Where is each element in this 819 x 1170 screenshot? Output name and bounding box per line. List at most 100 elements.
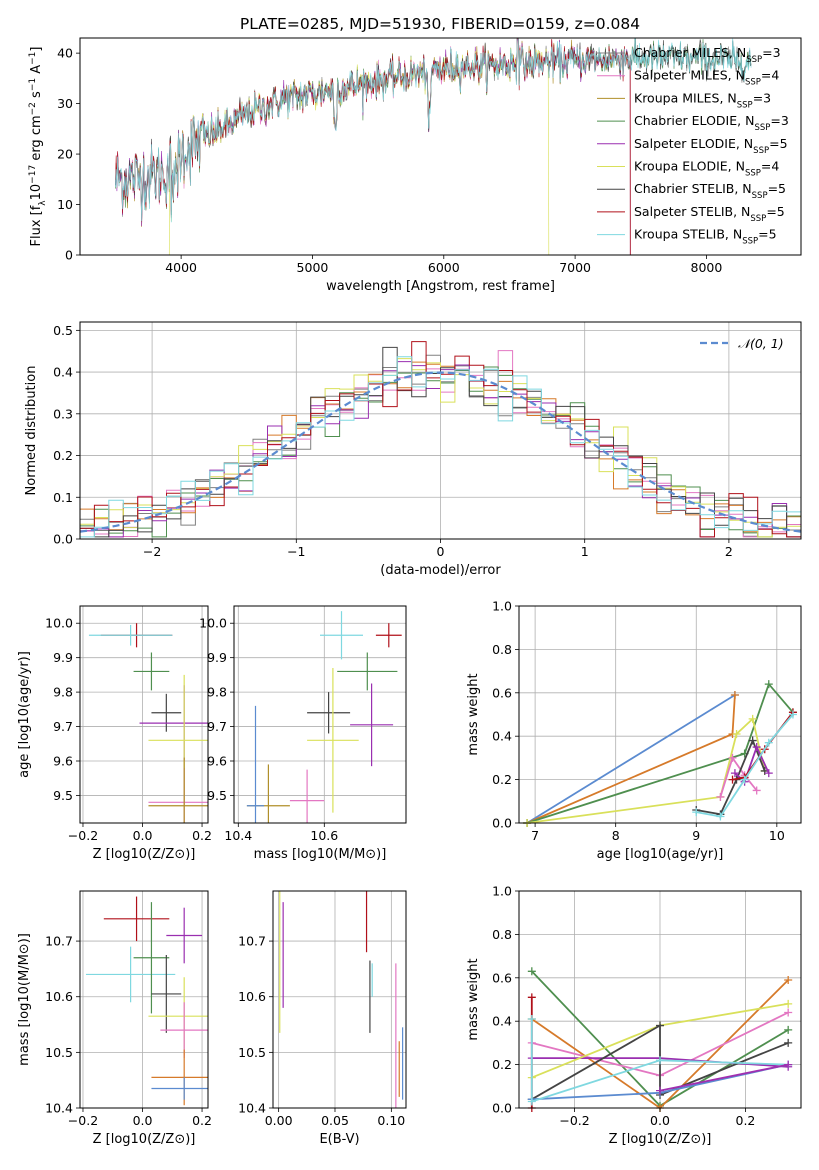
tick-label-x: 10.4 — [224, 828, 252, 843]
legend-entry: Kroupa STELIB, NSSP=5 — [634, 227, 777, 247]
tick-label-y: 0.0 — [53, 532, 73, 547]
axes-frame — [233, 605, 407, 824]
axes-age-vs-mass: 10.4 10.6 9.5 9.6 9.7 9.8 9.9 10.0 mass [log10(M… — [199, 605, 407, 862]
axes-frame — [272, 890, 407, 1109]
tick-label-y: 0.6 — [492, 685, 512, 700]
tick-label-y: 0.4 — [492, 1014, 512, 1029]
x-axis-label: age [log10(age/yr)] — [597, 847, 724, 862]
tick-label-x: 0.2 — [192, 1113, 212, 1128]
tick-label-x: 0.0 — [133, 828, 153, 843]
axes-mass-vs-ebv: 0.00 0.05 0.10 10.4 10.5 10.6 10.7 E(B-V) — [238, 890, 407, 1147]
tick-label-x: 4000 — [165, 260, 197, 275]
axes-residuals: −2 −1 0 1 2 0.0 0.1 0.2 0.3 0.4 0.5 (data-model)/er… — [24, 321, 802, 578]
data-marker — [527, 967, 536, 976]
tick-label-y: 0.6 — [492, 970, 512, 985]
series-line — [526, 694, 736, 824]
tick-label-x: 9 — [692, 828, 700, 843]
series-line — [659, 1063, 789, 1092]
data-marker — [728, 753, 737, 762]
x-axis-label: Z [log10(Z/Z⊙)] — [93, 1132, 196, 1147]
tick-label-y: 0.3 — [53, 406, 73, 421]
legend: Chabrier MILES, NSSP=3 Salpeter MILES, NS… — [597, 45, 789, 247]
tick-label-x: 7000 — [559, 260, 591, 275]
data-marker — [527, 993, 536, 1002]
x-axis-label: wavelength [Angstrom, rest frame] — [326, 279, 555, 294]
legend-entry: Salpeter MILES, NSSP=4 — [634, 68, 779, 88]
tick-label-x: 0.0 — [133, 1113, 153, 1128]
data-marker — [752, 786, 761, 795]
axes-spectrum: 4000 5000 6000 7000 8000 0 10 20 30 40 wavelength … — [28, 37, 802, 294]
data-marker — [784, 1038, 793, 1047]
tick-label-y: 10 — [57, 197, 73, 212]
x-axis-label: mass [log10(M/M⊙)] — [254, 847, 387, 862]
axes-mass-vs-Z: −0.2 0.0 0.2 10.4 10.5 10.6 10.7 Z [log10(Z/Z⊙)… — [17, 890, 212, 1147]
tick-label-y: 9.8 — [53, 685, 73, 700]
tick-label-x: −1 — [287, 544, 305, 559]
tick-label-y: 0.8 — [492, 927, 512, 942]
tick-label-y: 9.8 — [207, 685, 227, 700]
tick-label-x: −0.2 — [68, 1113, 98, 1128]
tick-label-y: 10.7 — [45, 934, 73, 949]
plot-area-mass-vs-Z — [85, 896, 208, 1106]
tick-label-y: 1.0 — [492, 884, 512, 899]
data-marker — [748, 736, 757, 745]
legend-entry: Chabrier MILES, NSSP=3 — [634, 45, 781, 65]
tick-label-x: 0 — [437, 544, 445, 559]
spectrum-line — [115, 38, 752, 223]
tick-label-x: 0.10 — [377, 1113, 405, 1128]
tick-label-x: 0.00 — [265, 1113, 293, 1128]
legend-entry: Kroupa MILES, NSSP=3 — [634, 90, 771, 110]
legend-entry: Kroupa ELODIE, NSSP=4 — [634, 159, 779, 179]
axes-frame — [518, 605, 802, 824]
axes-weight-vs-age: 7 8 9 10 0.0 0.2 0.4 0.6 0.8 1.0 age [log10(age/yr… — [466, 599, 802, 862]
data-marker — [764, 680, 773, 689]
tick-label-y: 0.2 — [492, 1057, 512, 1072]
axes-frame — [79, 605, 209, 824]
x-axis-label: Z [log10(Z/Z⊙)] — [609, 1132, 712, 1147]
series-line — [719, 755, 758, 798]
data-marker — [656, 1021, 664, 1030]
tick-label-x: 5000 — [297, 260, 329, 275]
y-axis-label: Normed distribution — [24, 366, 39, 496]
tick-label-y: 1.0 — [492, 599, 512, 614]
series-line — [530, 1019, 789, 1103]
data-marker — [784, 999, 793, 1008]
tick-label-y: 0.0 — [492, 816, 512, 831]
y-axis-label: mass [log10(M/M⊙)] — [17, 933, 32, 1066]
tick-label-x: 10.6 — [310, 828, 338, 843]
x-axis-label: Z [log10(Z/Z⊙)] — [93, 847, 196, 862]
tick-label-x: −0.2 — [559, 1113, 589, 1128]
y-axis-label: Flux [fλ10−17 erg cm−2 s−1 A−1] — [28, 47, 48, 247]
tick-label-y: 10.0 — [45, 616, 73, 631]
tick-label-y: 10.4 — [45, 1101, 73, 1116]
data-marker — [784, 1025, 793, 1034]
tick-label-y: 40 — [57, 46, 73, 61]
data-marker — [656, 1086, 664, 1095]
data-marker — [788, 710, 797, 719]
tick-label-x: −0.2 — [68, 828, 98, 843]
legend-entry: 𝒩(0, 1) — [738, 336, 784, 351]
tick-label-x: 0.2 — [736, 1113, 756, 1128]
data-marker — [728, 775, 737, 784]
tick-label-y: 0.4 — [53, 365, 73, 380]
tick-label-y: 9.6 — [53, 754, 73, 769]
tick-label-x: −2 — [143, 544, 161, 559]
tick-label-y: 0.2 — [492, 772, 512, 787]
tick-label-y: 10.6 — [238, 989, 266, 1004]
data-marker — [752, 743, 761, 752]
tick-label-y: 10.4 — [238, 1101, 266, 1116]
tick-label-y: 0.0 — [492, 1101, 512, 1116]
data-marker — [784, 975, 793, 984]
axes-weight-vs-Z: −0.2 0.0 0.2 0.0 0.2 0.4 0.6 0.8 1.0 Z [log10(Z/Z… — [466, 884, 802, 1147]
tick-label-x: 8 — [612, 828, 620, 843]
plot-area-weight-vs-age — [523, 680, 797, 827]
data-marker — [784, 1008, 793, 1017]
series-line — [526, 682, 794, 824]
data-marker — [784, 1060, 793, 1069]
data-marker — [748, 714, 757, 723]
legend-entry: Chabrier STELIB, NSSP=5 — [634, 181, 786, 201]
tick-label-y: 0.1 — [53, 490, 73, 505]
plot-area-age-vs-mass — [246, 611, 402, 823]
data-marker — [764, 769, 773, 778]
tick-label-x: 0.2 — [192, 828, 212, 843]
